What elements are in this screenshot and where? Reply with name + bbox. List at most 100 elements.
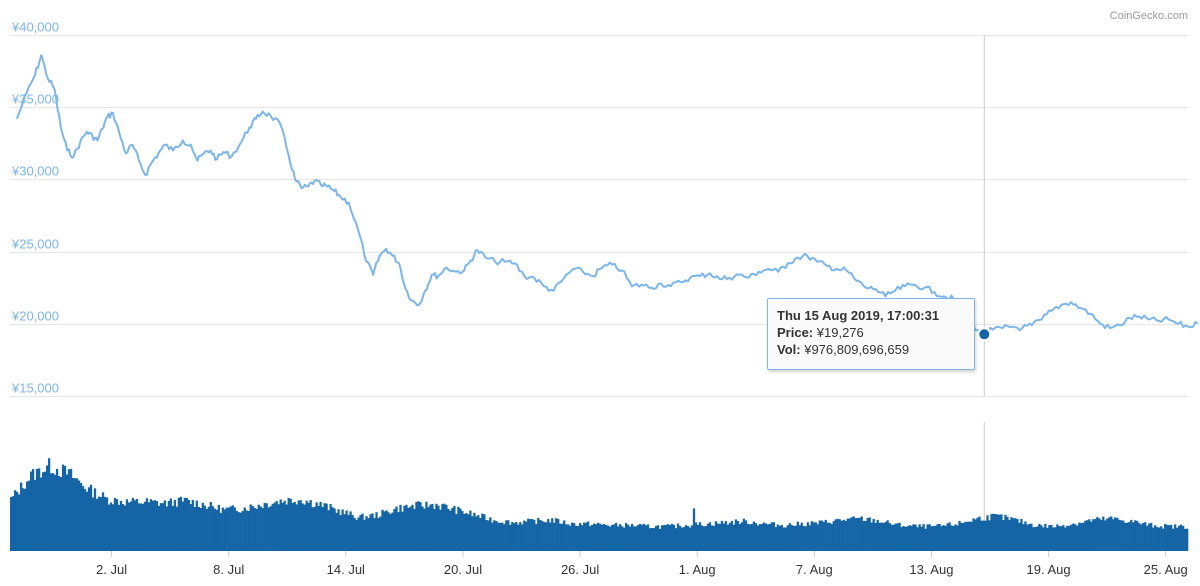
volume-bar[interactable] <box>612 524 616 551</box>
volume-bar[interactable] <box>101 492 105 551</box>
volume-bar[interactable] <box>912 524 915 551</box>
volume-bar[interactable] <box>1168 525 1171 551</box>
volume-bar[interactable] <box>583 522 586 551</box>
volume-bar[interactable] <box>910 525 913 551</box>
volume-bar[interactable] <box>12 496 15 551</box>
volume-bar[interactable] <box>1088 519 1091 551</box>
volume-bar[interactable] <box>686 526 690 551</box>
volume-bar[interactable] <box>537 517 540 551</box>
volume-bar[interactable] <box>684 525 688 551</box>
volume-bar[interactable] <box>828 522 831 551</box>
volume-bar[interactable] <box>109 502 113 551</box>
volume-bar[interactable] <box>980 520 983 551</box>
volume-bar[interactable] <box>856 517 859 551</box>
volume-bar[interactable] <box>930 526 933 551</box>
volume-bar[interactable] <box>1054 527 1057 551</box>
volume-bar[interactable] <box>1090 521 1093 551</box>
volume-bar[interactable] <box>235 510 238 551</box>
volume-bar[interactable] <box>962 522 965 551</box>
volume-bar[interactable] <box>477 515 480 551</box>
volume-bar[interactable] <box>642 523 646 551</box>
volume-bar[interactable] <box>1162 528 1165 551</box>
volume-bar[interactable] <box>591 524 594 551</box>
volume-bar[interactable] <box>289 498 292 551</box>
volume-bar[interactable] <box>111 504 115 551</box>
volume-bar[interactable] <box>952 525 955 551</box>
volume-bar[interactable] <box>1132 522 1135 551</box>
volume-bar[interactable] <box>1036 526 1039 552</box>
volume-bar[interactable] <box>678 525 682 551</box>
volume-bar[interactable] <box>620 526 624 551</box>
volume-bar[interactable] <box>842 519 845 551</box>
volume-bar[interactable] <box>764 523 768 551</box>
volume-bar[interactable] <box>77 480 81 551</box>
volume-bar[interactable] <box>369 514 372 551</box>
volume-bar[interactable] <box>257 504 260 551</box>
volume-bar[interactable] <box>333 508 336 551</box>
volume-bar[interactable] <box>121 504 125 551</box>
volume-bar[interactable] <box>646 524 650 551</box>
volume-bar[interactable] <box>796 521 799 551</box>
volume-bar[interactable] <box>850 517 853 551</box>
volume-bar[interactable] <box>1166 524 1169 551</box>
volume-bar[interactable] <box>674 528 678 551</box>
volume-bar[interactable] <box>936 524 939 551</box>
volume-bar[interactable] <box>135 499 139 551</box>
volume-bar[interactable] <box>834 519 837 551</box>
volume-bar[interactable] <box>315 502 318 551</box>
volume-bar[interactable] <box>982 520 985 551</box>
volume-bar[interactable] <box>309 500 312 551</box>
volume-bar[interactable] <box>203 505 206 551</box>
volume-bar[interactable] <box>776 524 779 551</box>
volume-bar[interactable] <box>267 507 270 551</box>
volume-bar[interactable] <box>784 527 787 551</box>
volume-bar[interactable] <box>219 513 222 551</box>
volume-bar[interactable] <box>399 504 402 551</box>
volume-bar[interactable] <box>35 468 39 551</box>
volume-bar[interactable] <box>1066 525 1069 551</box>
volume-bar[interactable] <box>163 500 167 551</box>
volume-bar[interactable] <box>245 510 248 551</box>
volume-bar[interactable] <box>27 480 31 551</box>
volume-bar[interactable] <box>19 482 23 551</box>
volume-bar[interactable] <box>395 506 398 551</box>
volume-bar[interactable] <box>968 521 971 551</box>
volume-bar[interactable] <box>698 522 702 551</box>
volume-bar[interactable] <box>1178 525 1181 551</box>
volume-bar[interactable] <box>960 523 963 551</box>
volume-bar[interactable] <box>345 510 348 551</box>
volume-bar[interactable] <box>692 508 696 551</box>
volume-bar[interactable] <box>1006 516 1009 551</box>
volume-bar[interactable] <box>858 517 861 551</box>
volume-bar[interactable] <box>658 528 662 551</box>
volume-bar[interactable] <box>814 522 817 551</box>
volume-bar[interactable] <box>972 518 975 551</box>
volume-bar[interactable] <box>916 527 919 551</box>
volume-bar[interactable] <box>521 524 524 551</box>
volume-bar[interactable] <box>770 522 774 551</box>
volume-bar[interactable] <box>738 524 742 551</box>
volume-bar[interactable] <box>339 515 342 551</box>
volume-bar[interactable] <box>143 501 147 551</box>
volume-bar[interactable] <box>531 519 534 551</box>
volume-bar[interactable] <box>994 514 997 551</box>
volume-bar[interactable] <box>279 499 282 551</box>
volume-bar[interactable] <box>704 526 708 551</box>
volume-bar[interactable] <box>271 503 274 551</box>
volume-bar[interactable] <box>253 507 256 551</box>
volume-bar[interactable] <box>291 502 294 551</box>
volume-bar[interactable] <box>1100 519 1103 551</box>
volume-bar[interactable] <box>688 527 692 551</box>
volume-bar[interactable] <box>381 509 384 551</box>
volume-bar[interactable] <box>1160 526 1163 551</box>
volume-bar[interactable] <box>215 509 218 551</box>
volume-bar[interactable] <box>243 507 246 551</box>
volume-bar[interactable] <box>507 520 510 551</box>
volume-bar[interactable] <box>587 521 590 551</box>
volume-bar[interactable] <box>886 520 889 551</box>
volume-bar[interactable] <box>239 512 242 551</box>
volume-bar[interactable] <box>541 520 544 551</box>
volume-bar[interactable] <box>187 499 190 551</box>
volume-bar[interactable] <box>1072 523 1075 551</box>
volume-bar[interactable] <box>573 523 576 551</box>
